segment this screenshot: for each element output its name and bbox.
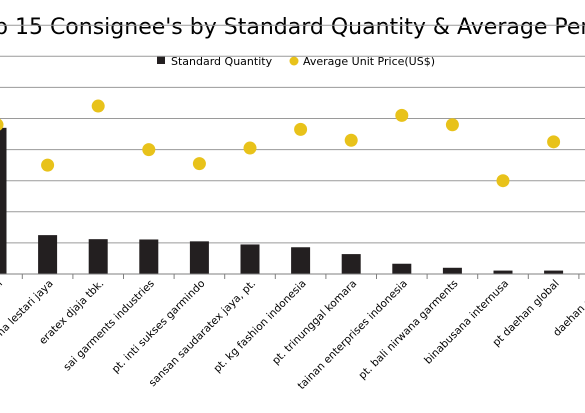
point-average-unit-price (41, 158, 55, 172)
chart-title: p 15 Consignee's by Standard Quantity & … (0, 15, 585, 40)
point-average-unit-price (445, 118, 459, 132)
legend-label-standard-quantity: Standard Quantity (171, 55, 273, 68)
point-average-unit-price (243, 141, 257, 155)
x-tick-label: pt. bali nirwana garments (356, 278, 460, 382)
x-tick-label: pt. inti sukses garmindo (110, 278, 208, 376)
bar-standard-quantity (0, 127, 7, 274)
gridlines (0, 24, 585, 244)
legend-swatch-average-unit-price (289, 56, 299, 66)
bar-standard-quantity (442, 267, 462, 274)
point-average-unit-price (344, 133, 358, 147)
bar-standard-quantity (392, 263, 412, 274)
point-series-average-unit-price (0, 99, 561, 188)
point-average-unit-price (192, 157, 206, 171)
x-axis (0, 273, 585, 279)
bar-standard-quantity (544, 270, 564, 274)
point-average-unit-price (294, 122, 308, 136)
bar-standard-quantity (291, 247, 311, 274)
point-average-unit-price (91, 99, 105, 113)
point-average-unit-price (0, 118, 4, 131)
x-tick-label: sansan saudaratex jaya, pt. (147, 278, 258, 389)
bar-standard-quantity (240, 244, 260, 274)
bar-standard-quantity (38, 235, 58, 274)
legend-swatch-standard-quantity (157, 56, 165, 64)
bar-series-standard-quantity (0, 127, 564, 274)
x-tick-label: sai garments industries (61, 278, 157, 374)
x-tick-label: binabusana internusa (422, 278, 511, 367)
chart-legend: Standard Quantity Average Unit Price(US$… (157, 55, 435, 68)
point-average-unit-price (142, 143, 156, 157)
bar-standard-quantity (341, 254, 361, 274)
x-tick-label: tainan enterprises indonesia (296, 278, 410, 392)
point-average-unit-price (395, 108, 409, 122)
bar-standard-quantity (88, 239, 108, 274)
point-average-unit-price (547, 135, 561, 149)
point-average-unit-price (496, 174, 510, 188)
bar-standard-quantity (189, 241, 209, 274)
x-tick-label: adi (0, 278, 5, 298)
x-tick-label: pt. trinunggal komara (270, 278, 359, 367)
x-tick-label: pt. kg fashion indonesia (211, 278, 308, 375)
bar-standard-quantity (493, 270, 513, 274)
legend-label-average-unit-price: Average Unit Price(US$) (303, 55, 435, 68)
bar-standard-quantity (139, 239, 159, 274)
